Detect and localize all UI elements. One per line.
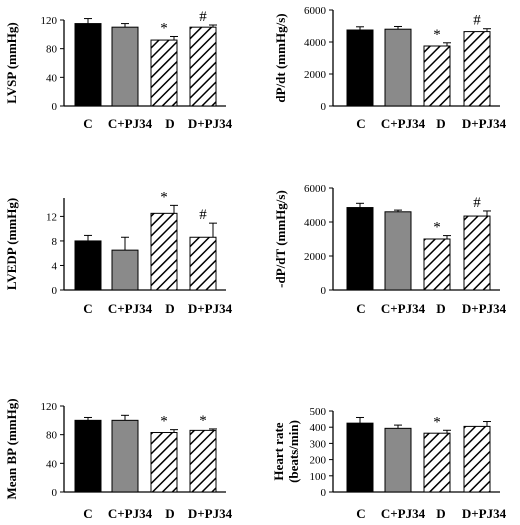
y-tick-label: 40 (46, 458, 58, 470)
y-tick-label: 120 (41, 401, 58, 413)
y-axis-label: -dP/dT (mmHg/s) (273, 190, 288, 288)
significance-mark: * (433, 220, 441, 236)
category-label: C (356, 301, 365, 316)
y-axis-label: Heart rate (271, 422, 286, 480)
bar-D+PJ34 (189, 429, 217, 493)
significance-mark: * (160, 414, 168, 430)
category-label: D+PJ34 (188, 301, 233, 316)
y-tick-label: 8 (52, 236, 58, 248)
bar-D (150, 39, 178, 107)
significance-mark: * (160, 189, 168, 205)
y-tick-label: 80 (46, 430, 58, 442)
bar-D+PJ34 (463, 31, 491, 107)
category-label: C+PJ34 (381, 301, 426, 316)
y-tick-label: 0 (321, 285, 327, 297)
bar-D+PJ34 (189, 236, 217, 291)
y-tick-label: 2000 (304, 251, 327, 263)
category-label: D (436, 116, 445, 131)
y-tick-label: 40 (46, 72, 58, 84)
category-label: C+PJ34 (381, 116, 426, 131)
y-tick-label: 4 (52, 260, 58, 272)
y-tick-label: 12 (46, 211, 57, 223)
y-tick-label: 0 (52, 487, 58, 499)
bar-C+PJ34 (384, 427, 412, 493)
chart-panel-3: 0 4 8 12 LVEDP (mmHg) * # C C+PJ34 D D+PJ34 (4, 189, 233, 316)
y-tick-label: 4000 (304, 217, 327, 229)
bar-C (74, 419, 102, 493)
bar-C (74, 240, 102, 291)
bar-D (423, 45, 451, 107)
significance-mark: * (433, 414, 441, 430)
y-tick-label: 120 (41, 15, 58, 27)
chart-panel-6: 0 100 200 300 400 500 Heart rate (beats/min) * C C… (271, 406, 507, 521)
significance-mark: # (199, 9, 207, 25)
bar-C+PJ34 (111, 26, 139, 107)
y-tick-label: 80 (46, 44, 58, 56)
y-tick-label: 6000 (304, 183, 327, 195)
category-label: C+PJ34 (108, 506, 153, 521)
y-tick-label: 100 (310, 471, 327, 483)
bar-D+PJ34 (189, 26, 217, 107)
bar-D (423, 432, 451, 493)
bar-C (346, 207, 374, 291)
bar-D (150, 432, 178, 493)
chart-panel-2: 0 2000 4000 6000 dP/dt (mmHg/s) * # C C+PJ34 D D+P… (273, 5, 507, 131)
bar-C+PJ34 (111, 419, 139, 493)
significance-mark: * (160, 20, 168, 36)
bar-C+PJ34 (384, 28, 412, 107)
y-tick-label: 0 (321, 101, 327, 113)
y-axis-label: LVEDP (mmHg) (4, 198, 19, 290)
category-label: D+PJ34 (462, 506, 507, 521)
category-label: D (436, 301, 445, 316)
y-axis-label: LVSP (mmHg) (4, 22, 19, 104)
bar-D (150, 212, 178, 291)
bar-D+PJ34 (463, 215, 491, 291)
category-label: C+PJ34 (108, 116, 153, 131)
significance-mark: # (473, 195, 481, 211)
y-tick-label: 0 (52, 285, 58, 297)
category-label: D (165, 116, 174, 131)
category-label: C (356, 116, 365, 131)
category-label: C (356, 506, 365, 521)
significance-mark: * (433, 27, 441, 43)
bar-C (74, 23, 102, 107)
chart-panel-5: 0 40 80 120 Mean BP (mmHg) * * C C+PJ34 D D+PJ34 (4, 398, 233, 521)
category-label: D+PJ34 (462, 301, 507, 316)
y-tick-label: 0 (52, 101, 58, 113)
bar-D+PJ34 (463, 425, 491, 493)
chart-panel-4: 0 2000 4000 6000 -dP/dT (mmHg/s) * # C C+PJ34 D D+… (273, 183, 507, 316)
category-label: C+PJ34 (108, 301, 153, 316)
category-label: D+PJ34 (188, 116, 233, 131)
y-axis-label: dP/dt (mmHg/s) (273, 13, 288, 102)
y-tick-label: 2000 (304, 69, 327, 81)
y-tick-label: 400 (310, 422, 327, 434)
significance-mark: # (473, 13, 481, 29)
bar-C (346, 29, 374, 107)
y-tick-label: 6000 (304, 5, 327, 17)
category-label: C (83, 301, 92, 316)
y-tick-label: 4000 (304, 37, 327, 49)
category-label: D (165, 506, 174, 521)
category-label: C+PJ34 (381, 506, 426, 521)
y-tick-label: 300 (310, 438, 327, 450)
significance-mark: * (199, 413, 207, 429)
y-tick-label: 0 (321, 487, 327, 499)
category-label: D+PJ34 (462, 116, 507, 131)
bar-D (423, 238, 451, 291)
category-label: C (83, 116, 92, 131)
y-tick-label: 500 (310, 406, 327, 418)
category-label: C (83, 506, 92, 521)
significance-mark: # (199, 207, 207, 223)
category-label: D+PJ34 (188, 506, 233, 521)
category-label: D (165, 301, 174, 316)
bar-C (346, 422, 374, 493)
y-tick-label: 200 (310, 455, 327, 467)
y-axis-label: Mean BP (mmHg) (4, 398, 19, 499)
chart-panel-1: 0 40 80 120 LVSP (mmHg) * # C C+PJ34 D D+PJ34 (4, 9, 233, 131)
bar-C+PJ34 (384, 211, 412, 291)
category-label: D (436, 506, 445, 521)
y-axis-label: (beats/min) (286, 420, 301, 483)
bar-C+PJ34 (111, 249, 139, 291)
